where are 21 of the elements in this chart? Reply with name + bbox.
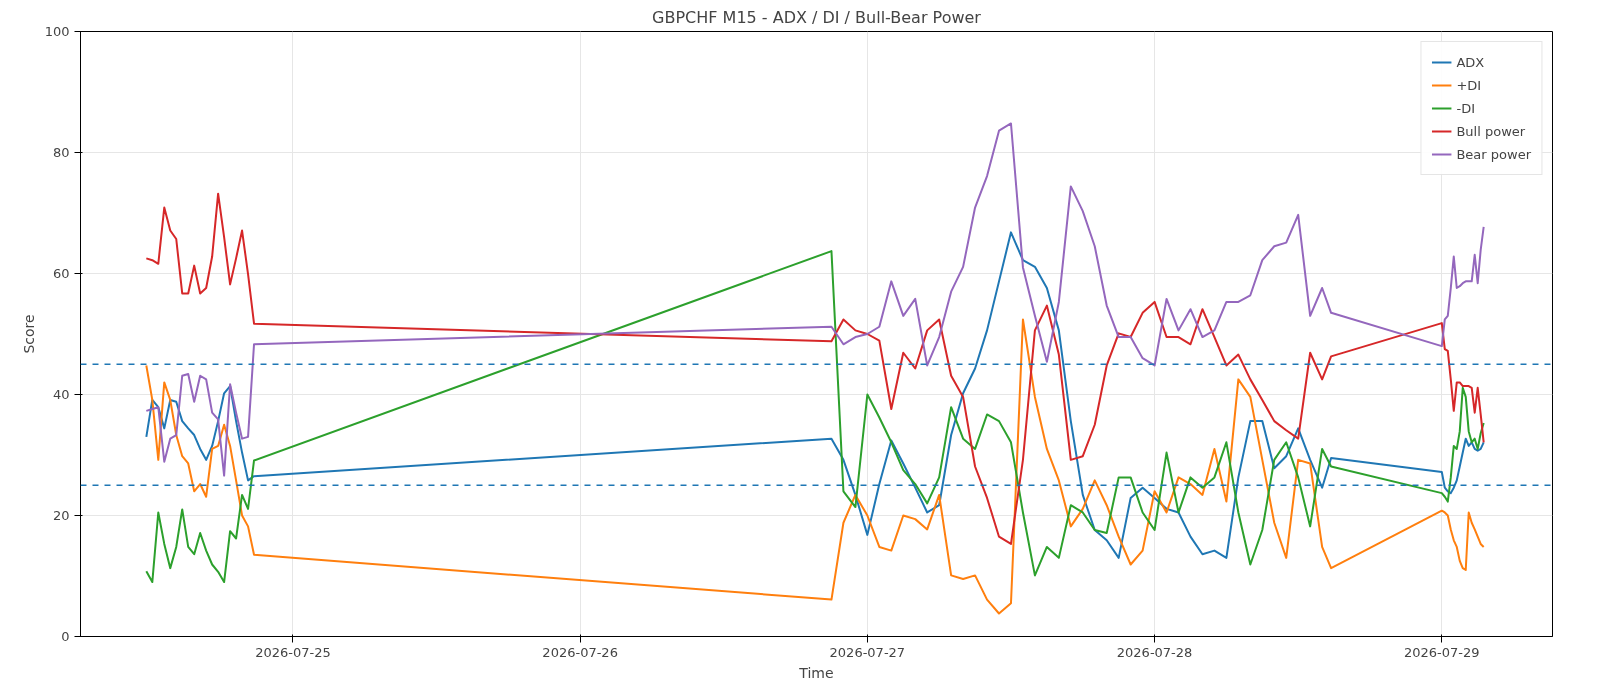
line-series — [145, 122, 1485, 477]
y-tick-label: 40 — [52, 387, 70, 402]
x-tick-label: 2026-07-26 — [542, 644, 618, 660]
legend-label: +DI — [1456, 77, 1482, 93]
y-axis-title: Score — [20, 314, 37, 354]
y-tick-label: 60 — [52, 266, 70, 281]
y-tick-label: 100 — [44, 24, 70, 39]
y-tick-label: 80 — [52, 145, 70, 160]
x-tick-label: 2026-07-27 — [829, 644, 906, 660]
chart-title: GBPCHF M15 - ADX / DI / Bull-Bear Power — [652, 7, 982, 27]
y-tick-label: 0 — [61, 629, 70, 644]
legend-label: Bear power — [1456, 146, 1531, 162]
x-axis-title: Time — [798, 664, 834, 681]
legend-label: -DI — [1456, 100, 1476, 116]
x-tick-label: 2026-07-25 — [255, 644, 331, 660]
x-tick-label: 2026-07-28 — [1116, 644, 1193, 660]
line-series — [145, 318, 1485, 615]
legend-label: ADX — [1456, 54, 1485, 70]
y-tick-label: 20 — [52, 508, 70, 523]
legend-label: Bull power — [1456, 123, 1526, 139]
x-tick-label: 2026-07-29 — [1404, 644, 1480, 660]
